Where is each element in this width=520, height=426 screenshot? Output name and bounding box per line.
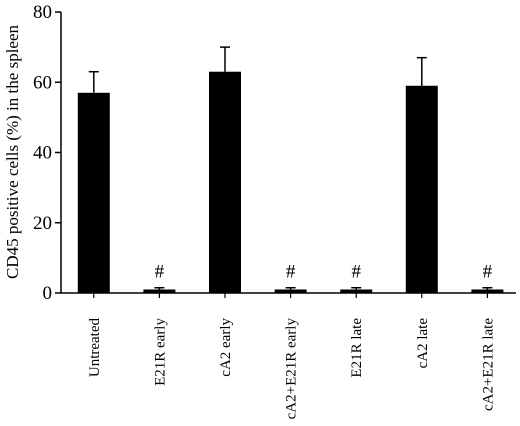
category-label: cA2+E21R late — [480, 318, 496, 411]
bar — [209, 71, 241, 294]
category-label: cA2 early — [218, 318, 234, 377]
category-label: cA2 late — [415, 318, 431, 369]
bar — [143, 289, 176, 293]
significance-markers: # # # # — [155, 261, 493, 282]
bars — [77, 71, 504, 298]
bar — [471, 289, 504, 293]
category-label: cA2+E21R early — [284, 318, 300, 420]
y-axis-label: CD45 positive cells (%) in the spleen — [3, 25, 22, 280]
y-axis-title-group: CD45 positive cells (%) in the spleen — [3, 25, 22, 280]
significance-marker: # — [155, 261, 165, 282]
axes — [60, 12, 516, 294]
significance-marker: # — [286, 261, 296, 282]
bar — [77, 92, 110, 293]
y-ticks: 0 20 40 60 80 — [33, 2, 61, 304]
category-label: E21R late — [349, 318, 365, 378]
y-tick-label: 20 — [33, 213, 52, 234]
error-bars — [88, 46, 493, 290]
significance-marker: # — [351, 261, 361, 282]
significance-marker: # — [483, 261, 493, 282]
category-label: E21R early — [152, 318, 168, 386]
category-labels: Untreated E21R early cA2 early cA2+E21R ear… — [87, 318, 497, 420]
y-tick-label: 0 — [43, 283, 53, 304]
category-label: Untreated — [87, 318, 103, 378]
bar — [340, 289, 373, 293]
bar — [274, 289, 307, 293]
bar — [405, 85, 438, 293]
y-tick-label: 80 — [33, 2, 52, 23]
y-tick-label: 60 — [33, 72, 52, 93]
y-tick-label: 40 — [33, 143, 52, 164]
